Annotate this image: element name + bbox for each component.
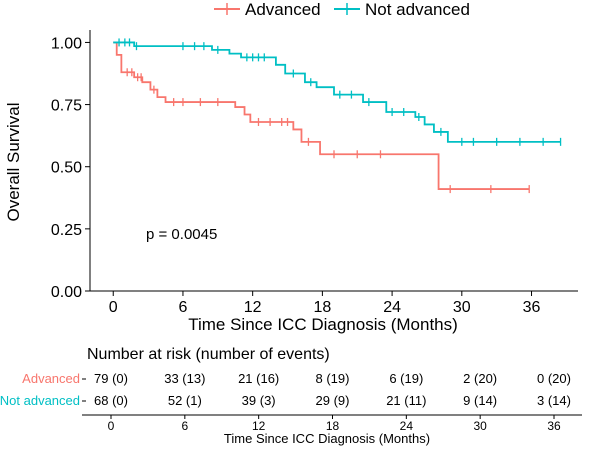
x-tick-label: 36 [523,299,541,316]
p-value-annotation: p = 0.0045 [146,226,217,243]
risk-cell: 33 (13) [164,371,205,386]
survival-curves [113,38,562,194]
risk-cell: 52 (1) [168,393,202,408]
survival-curve-line [113,41,561,143]
risk-x-tick-label: 18 [326,419,340,433]
risk-x-tick-label: 36 [547,419,561,433]
risk-table-x-axis-title: Time Since ICC Diagnosis (Months) [224,431,430,446]
risk-table: Advanced 79 (0) 33 (13) 21 (16) 8 (19) 6 (19)… [0,371,571,408]
risk-cell: 68 (0) [94,393,128,408]
risk-cell: 79 (0) [94,371,128,386]
x-axis-ticks: 0 6 12 18 24 30 36 [109,291,541,316]
risk-x-tick-label: 6 [181,419,188,433]
y-tick-label: 0.00 [51,284,82,301]
y-tick-label: 0.25 [51,222,82,239]
survival-curve-line [113,41,530,190]
risk-x-tick-label: 24 [400,419,414,433]
y-axis-title: Overall Survival [4,102,23,221]
risk-x-tick-label: 0 [108,419,115,433]
x-tick-label: 24 [383,299,401,316]
risk-cell: 21 (11) [386,393,426,408]
y-axis-ticks: 0.00 0.25 0.50 0.75 1.00 [51,35,90,301]
risk-table-x-ticks: 0 6 12 18 24 30 36 [108,415,561,433]
x-tick-label: 12 [244,299,262,316]
risk-cell: 39 (3) [242,393,276,408]
risk-cell: 21 (16) [238,371,279,386]
x-tick-label: 18 [313,299,331,316]
x-tick-label: 30 [453,299,471,316]
risk-row-label: Advanced [22,371,80,386]
risk-cell: 6 (19) [389,371,423,386]
risk-cell: 0 (20) [537,371,571,386]
x-tick-label: 0 [109,299,118,316]
y-tick-label: 1.00 [51,35,82,52]
risk-cell: 29 (9) [316,393,350,408]
risk-cell: 2 (20) [463,371,497,386]
legend-label-not-advanced: Not advanced [365,0,470,19]
legend: Advanced Not advanced [214,0,470,19]
y-tick-label: 0.75 [51,98,82,115]
risk-cell: 8 (19) [316,371,350,386]
risk-cell: 9 (14) [463,393,497,408]
legend-label-advanced: Advanced [245,0,321,19]
x-axis-title: Time Since ICC Diagnosis (Months) [188,315,458,334]
risk-x-tick-label: 30 [473,419,487,433]
risk-x-tick-label: 12 [252,419,266,433]
risk-cell: 3 (14) [537,393,571,408]
x-tick-label: 6 [178,299,187,316]
risk-row-label: Not advanced [0,393,80,408]
y-tick-label: 0.50 [51,160,82,177]
risk-table-title: Number at risk (number of events) [87,346,330,363]
